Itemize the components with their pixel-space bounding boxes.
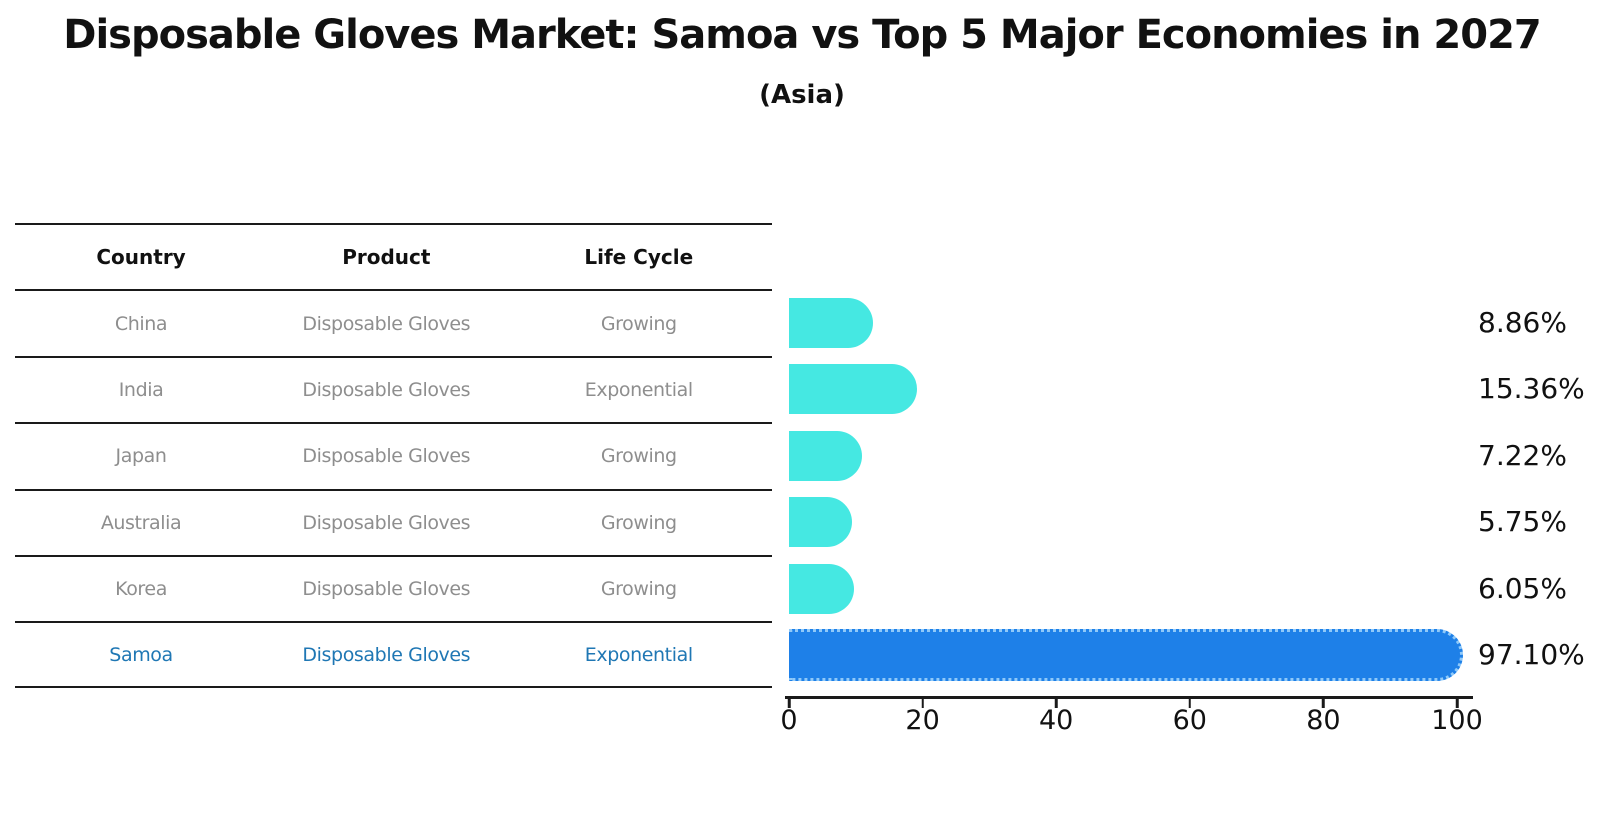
table-row-australia: Australia Disposable Gloves Growing	[15, 488, 772, 555]
x-tick-mark	[1054, 698, 1058, 708]
product-cell: Disposable Gloves	[302, 445, 471, 468]
x-tick-mark	[1455, 698, 1459, 708]
bar-india	[789, 364, 917, 415]
value-label-china: 8.86%	[1478, 306, 1567, 339]
life-cycle-cell: Exponential	[584, 643, 693, 666]
bar-china	[789, 298, 874, 348]
country-cell: India	[118, 378, 164, 401]
value-label-australia: 5.75%	[1478, 505, 1567, 539]
country-cell: Korea	[115, 578, 167, 601]
country-cell: Japan	[115, 445, 167, 468]
value-label-samoa: 97.10%	[1478, 638, 1585, 671]
product-cell: Disposable Gloves	[302, 578, 471, 601]
value-label-japan: 7.22%	[1478, 438, 1567, 472]
table-header-row: Country Product Life Cycle	[15, 223, 772, 289]
comparison-table: Country Product Life Cycle China Disposa…	[15, 223, 772, 688]
product-cell: Disposable Gloves	[302, 643, 471, 666]
column-header-product: Product	[342, 245, 431, 270]
bar-australia	[789, 497, 853, 548]
life-cycle-cell: Growing	[600, 578, 677, 601]
table-row-japan: Japan Disposable Gloves Growing	[15, 422, 772, 488]
x-tick-mark	[1188, 698, 1192, 708]
country-cell: Australia	[100, 511, 182, 534]
chart-title: Disposable Gloves Market: Samoa vs Top 5…	[63, 12, 1541, 58]
x-tick-mark	[1322, 698, 1325, 708]
x-tick-mark	[787, 698, 791, 708]
table-row-china: China Disposable Gloves Growing	[15, 289, 772, 355]
value-label-india: 15.36%	[1478, 372, 1585, 406]
column-header-country: Country	[96, 245, 186, 270]
life-cycle-cell: Growing	[600, 312, 677, 335]
x-tick-label: 0	[780, 705, 798, 736]
table-row-india: India Disposable Gloves Exponential	[15, 355, 772, 422]
product-cell: Disposable Gloves	[302, 312, 471, 335]
x-tick-label: 20	[905, 705, 940, 736]
product-cell: Disposable Gloves	[302, 511, 471, 534]
country-cell: Samoa	[109, 643, 173, 666]
bar-japan	[789, 430, 863, 481]
life-cycle-cell: Exponential	[584, 378, 693, 401]
x-tick-mark	[921, 698, 924, 708]
country-cell: China	[114, 312, 168, 335]
value-label-korea: 6.05%	[1478, 571, 1567, 605]
x-tick-label: 100	[1431, 705, 1483, 736]
x-tick-label: 60	[1172, 705, 1207, 736]
x-tick-label: 40	[1039, 705, 1074, 736]
x-tick-label: 80	[1306, 705, 1341, 736]
life-cycle-cell: Growing	[600, 445, 677, 468]
x-axis-line	[785, 696, 1473, 699]
life-cycle-cell: Growing	[600, 511, 677, 534]
chart-subtitle: (Asia)	[759, 80, 845, 110]
product-cell: Disposable Gloves	[302, 378, 471, 401]
bar-samoa	[789, 629, 1463, 681]
table-row-korea: Korea Disposable Gloves Growing	[15, 554, 772, 621]
table-row-samoa: Samoa Disposable Gloves Exponential	[15, 621, 772, 688]
bar-korea	[789, 563, 855, 614]
column-header-life-cycle: Life Cycle	[584, 245, 694, 270]
